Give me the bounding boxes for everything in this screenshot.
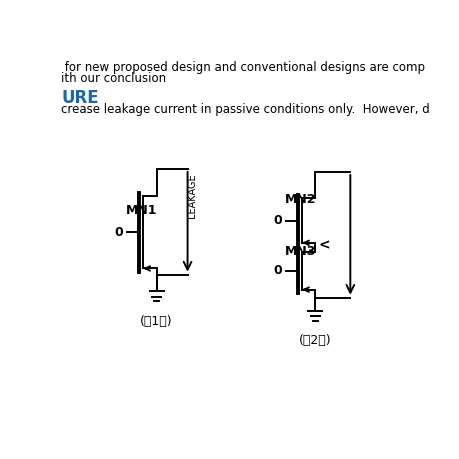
- Text: LEAKAGE: LEAKAGE: [187, 174, 197, 218]
- Text: <: <: [319, 239, 330, 252]
- Text: ith our conclusion: ith our conclusion: [61, 72, 166, 85]
- Text: URE: URE: [61, 89, 99, 107]
- Text: 0: 0: [274, 214, 282, 227]
- Text: 0: 0: [274, 264, 282, 277]
- Text: (2): (2): [299, 334, 332, 347]
- Text: MN3: MN3: [285, 245, 316, 258]
- Text: MN2: MN2: [285, 193, 316, 206]
- Text: for new proposed design and conventional designs are comp: for new proposed design and conventional…: [61, 61, 425, 74]
- Text: MN1: MN1: [126, 204, 157, 217]
- Text: 0: 0: [114, 226, 123, 239]
- Text: (1): (1): [140, 314, 173, 328]
- Text: crease leakage current in passive conditions only.  However, d: crease leakage current in passive condit…: [61, 103, 430, 116]
